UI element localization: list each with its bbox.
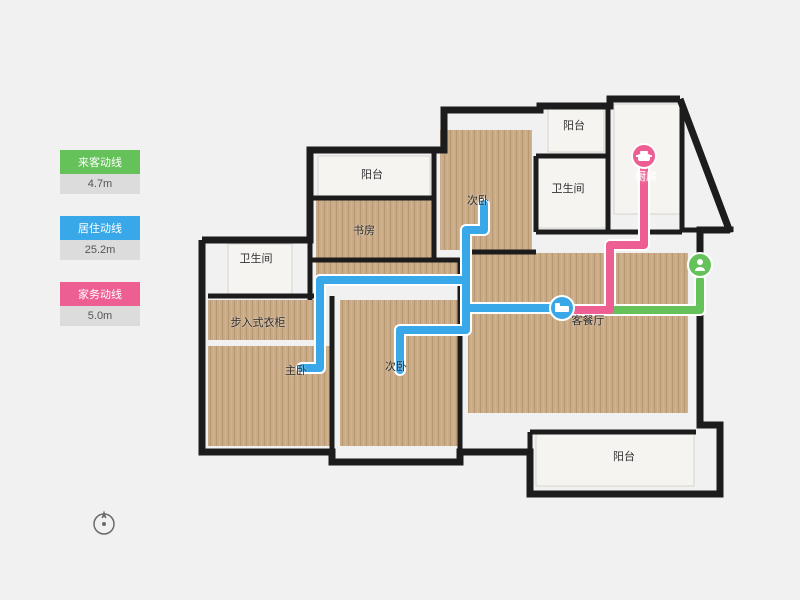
legend-guest-label: 来客动线 xyxy=(60,150,140,174)
legend-living-label: 居住动线 xyxy=(60,216,140,240)
legend-service-label: 家务动线 xyxy=(60,282,140,306)
compass-icon xyxy=(90,510,118,543)
legend: 来客动线 4.7m 居住动线 25.2m 家务动线 5.0m xyxy=(60,150,140,348)
legend-guest: 来客动线 4.7m xyxy=(60,150,140,194)
legend-service-value: 5.0m xyxy=(60,306,140,326)
legend-guest-value: 4.7m xyxy=(60,174,140,194)
legend-living: 居住动线 25.2m xyxy=(60,216,140,260)
legend-service: 家务动线 5.0m xyxy=(60,282,140,326)
legend-living-value: 25.2m xyxy=(60,240,140,260)
